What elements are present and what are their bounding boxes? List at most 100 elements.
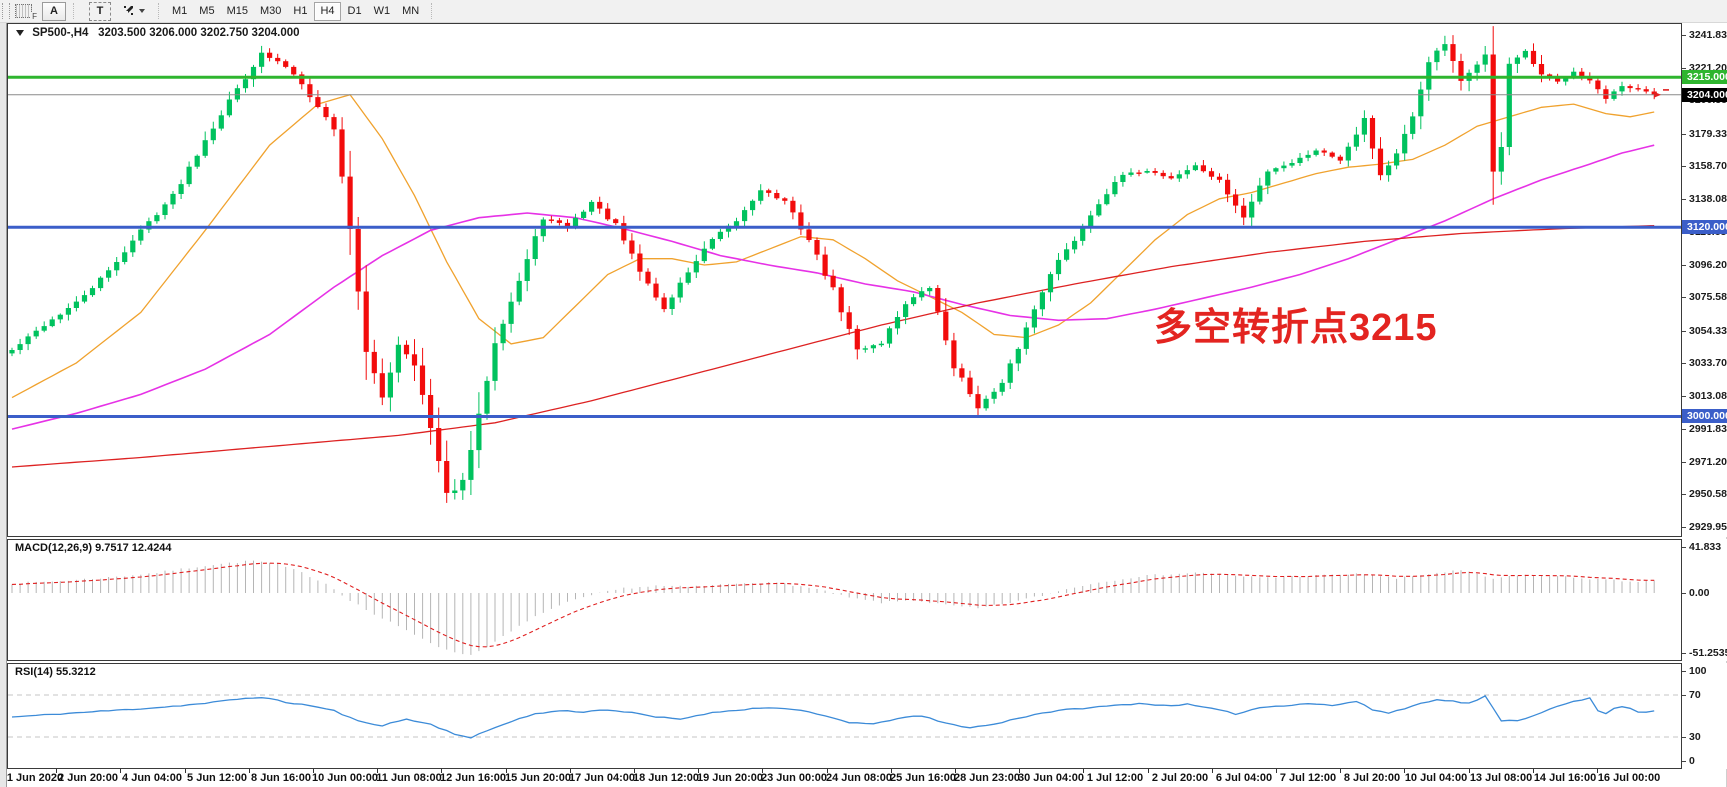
arrows-dropdown-caret[interactable] <box>139 9 145 13</box>
toolbar-separator <box>431 3 433 19</box>
time-tick-label: 12 Jun 16:00 <box>439 772 507 784</box>
timeframe-button-d1[interactable]: D1 <box>347 5 362 17</box>
timeframe-button-m1[interactable]: M1 <box>172 5 188 17</box>
annotation-text[interactable]: 多空转折点3215 <box>1154 307 1438 349</box>
data-window-icon[interactable]: F <box>15 4 38 21</box>
time-tick-mark <box>955 769 956 773</box>
price-axis[interactable]: 3241.8303221.2053200.5803179.3303158.705… <box>1682 23 1727 537</box>
timeframe-button-h1[interactable]: H1 <box>293 5 308 17</box>
axis-tick-mark <box>1682 68 1686 69</box>
axis-tick-mark <box>1682 761 1686 762</box>
axis-tick-mark <box>1682 671 1686 672</box>
text-tool-button[interactable]: T <box>89 1 111 21</box>
macd-label: MACD(12,26,9) 9.7517 12.4244 <box>15 542 172 554</box>
axis-tick-label: 70 <box>1689 689 1701 701</box>
time-tick-label: 1 Jun 2020 <box>6 772 64 784</box>
axis-tick-mark <box>1682 547 1686 548</box>
timeframe-button-h4[interactable]: H4 <box>314 1 341 21</box>
rsi-label: RSI(14) 55.3212 <box>15 666 96 678</box>
time-tick-label: 4 Jun 04:00 <box>122 772 182 784</box>
time-tick-label: 8 Jun 16:00 <box>251 772 311 784</box>
axis-tick-mark <box>1682 331 1686 332</box>
axis-tick-mark <box>1682 653 1686 654</box>
chevron-down-icon[interactable] <box>16 30 24 36</box>
left-window-frame <box>0 23 7 787</box>
axis-tick-mark <box>1682 429 1686 430</box>
axis-tick-label: -51.2535 <box>1689 647 1727 659</box>
axis-tick-label: 2971.205 <box>1689 456 1727 468</box>
time-tick-label: 13 Jul 08:00 <box>1469 772 1533 784</box>
time-tick-label: 17 Jun 04:00 <box>568 772 636 784</box>
time-tick-label: 28 Jun 23:00 <box>953 772 1021 784</box>
time-tick-mark <box>506 769 507 773</box>
time-tick-mark <box>1019 769 1020 773</box>
macd-panel[interactable]: MACD(12,26,9) 9.7517 12.4244 <box>7 539 1682 661</box>
time-tick-label: 10 Jun 00:00 <box>311 772 379 784</box>
toolbar-separator <box>158 3 160 19</box>
timeframe-button-mn[interactable]: MN <box>402 5 420 17</box>
arrows-icon <box>123 6 133 16</box>
price-level-badge: 3215.000 <box>1682 70 1727 84</box>
candlestick-canvas[interactable] <box>8 24 1681 536</box>
time-tick-mark <box>1083 769 1084 773</box>
chart-title: SP500-,H4 3203.500 3206.000 3202.750 320… <box>16 27 300 39</box>
timeframe-button-m5[interactable]: M5 <box>199 5 215 17</box>
axis-tick-mark <box>1682 593 1686 594</box>
axis-tick-label: 100 <box>1689 665 1707 677</box>
axis-tick-label: 3138.080 <box>1689 193 1727 205</box>
axis-tick-label: 3241.830 <box>1689 29 1727 41</box>
time-tick-mark <box>1276 769 1277 773</box>
time-tick-mark <box>1597 769 1598 773</box>
rsi-canvas[interactable] <box>8 664 1681 768</box>
time-tick-mark <box>762 769 763 773</box>
toolbar-separator <box>73 3 75 19</box>
rsi-axis[interactable]: 100 70 30 0 <box>1682 663 1727 769</box>
time-tick-label: 10 Jul 04:00 <box>1404 772 1468 784</box>
time-tick-mark <box>185 769 186 773</box>
time-tick-label: 19 Jun 20:00 <box>696 772 764 784</box>
time-tick-mark <box>891 769 892 773</box>
axis-tick-mark <box>1682 462 1686 463</box>
time-axis[interactable]: 1 Jun 2020 2 Jun 20:00 4 Jun 04:00 5 Jun 12… <box>7 769 1682 787</box>
axis-tick-mark <box>1682 527 1686 528</box>
rsi-panel[interactable]: RSI(14) 55.3212 <box>7 663 1682 769</box>
time-tick-mark <box>1340 769 1341 773</box>
axis-tick-label: 3033.705 <box>1689 357 1727 369</box>
axis-tick-label: 3096.205 <box>1689 259 1727 271</box>
time-tick-label: 2 Jul 20:00 <box>1151 772 1209 784</box>
axis-tick-mark <box>1682 695 1686 696</box>
timeframe-button-m15[interactable]: M15 <box>226 5 248 17</box>
axis-tick-label: 2991.830 <box>1689 423 1727 435</box>
time-tick-mark <box>249 769 250 773</box>
time-tick-mark <box>1148 769 1149 773</box>
timeframe-button-m30[interactable]: M30 <box>259 5 282 17</box>
price-level-badge: 3000.000 <box>1682 409 1727 423</box>
arrows-tool-button[interactable] <box>121 3 151 20</box>
macd-canvas[interactable] <box>8 540 1681 660</box>
axis-tick-mark <box>1682 363 1686 364</box>
axis-tick-label: 0.00 <box>1689 587 1710 599</box>
timeframe-button-w1[interactable]: W1 <box>373 5 391 17</box>
time-tick-label: 15 Jun 20:00 <box>504 772 572 784</box>
toolbar-drag-handle[interactable] <box>2 3 10 19</box>
axis-tick-label: 30 <box>1689 731 1701 743</box>
axis-tick-label: 2950.580 <box>1689 488 1727 500</box>
axis-tick-label: 3179.330 <box>1689 128 1727 140</box>
time-tick-mark <box>1212 769 1213 773</box>
axis-tick-mark <box>1682 35 1686 36</box>
time-tick-label: 14 Jul 16:00 <box>1533 772 1597 784</box>
axis-tick-label: 2929.955 <box>1689 521 1727 533</box>
time-tick-mark <box>441 769 442 773</box>
time-tick-label: 1 Jul 12:00 <box>1086 772 1144 784</box>
main-chart-panel[interactable]: SP500-,H4 3203.500 3206.000 3202.750 320… <box>7 23 1682 537</box>
time-tick-label: 6 Jul 04:00 <box>1215 772 1273 784</box>
macd-axis[interactable]: 41.833 0.00 -51.2535 <box>1682 539 1727 661</box>
price-level-badge: 3120.000 <box>1682 220 1727 234</box>
time-tick-mark <box>313 769 314 773</box>
time-tick-mark <box>120 769 121 773</box>
axis-tick-label: 3013.080 <box>1689 390 1727 402</box>
time-tick-mark <box>1404 769 1405 773</box>
annotation-tool-button[interactable]: A <box>42 1 66 21</box>
time-tick-label: 30 Jun 04:00 <box>1017 772 1085 784</box>
